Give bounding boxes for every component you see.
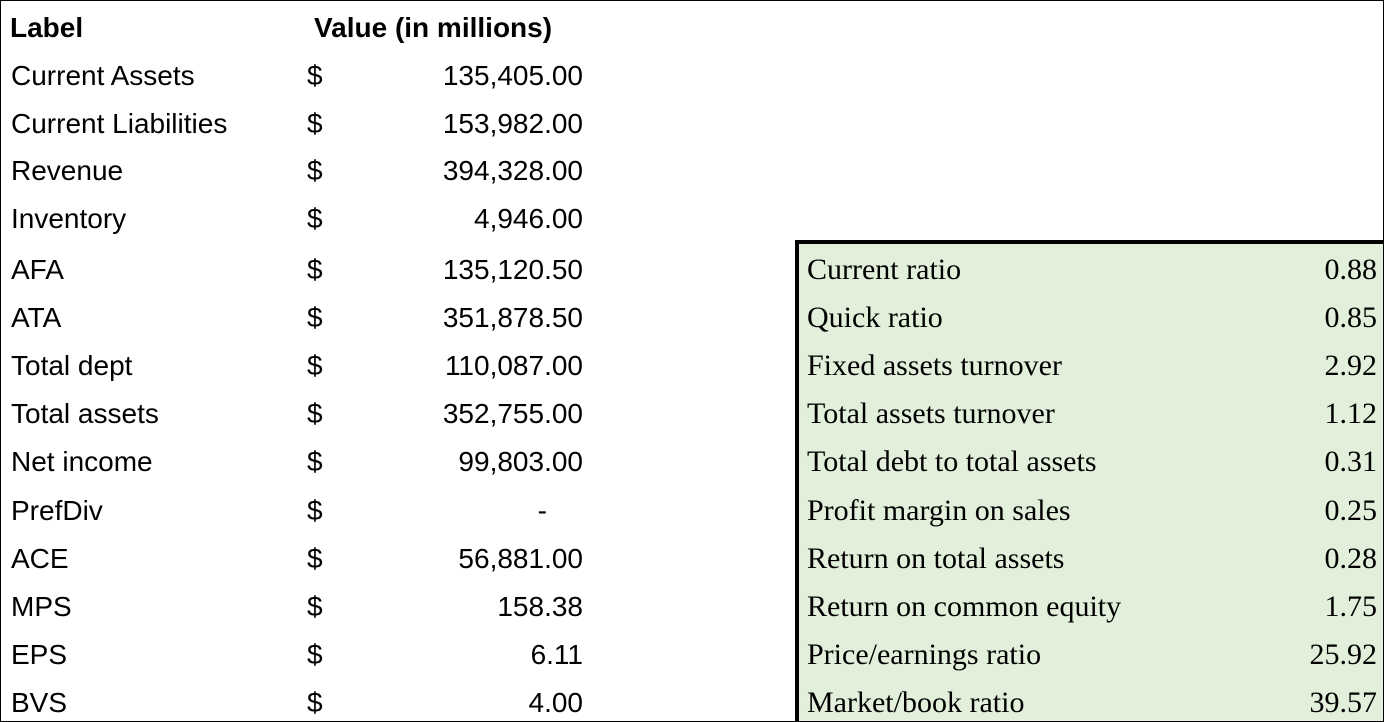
currency: $: [307, 398, 323, 430]
row-label: Current Liabilities: [11, 107, 228, 139]
currency: $: [307, 254, 323, 285]
header-value: Value (in millions): [314, 12, 553, 43]
ratio-label: Current ratio: [807, 253, 962, 286]
ratio-value: 0.25: [1324, 493, 1378, 527]
currency: $: [307, 638, 323, 670]
row-value: 110,087.00: [444, 350, 583, 382]
row-value: 394,328.00: [442, 155, 583, 187]
currency: $: [307, 350, 323, 382]
row-value: 352,755.00: [442, 398, 583, 430]
ratio-value: 0.85: [1324, 301, 1378, 335]
currency: $: [307, 494, 323, 526]
ratio-label: Fixed assets turnover: [807, 349, 1062, 383]
ratio-value: 0.28: [1324, 541, 1378, 575]
row-label: PrefDiv: [11, 494, 103, 526]
row-label: MPS: [11, 590, 72, 622]
currency: $: [307, 302, 323, 334]
row-label: AFA: [11, 254, 64, 285]
row-value: 135,405.00: [442, 60, 583, 91]
ratio-label: Total debt to total assets: [807, 445, 1097, 479]
ratio-label: Market/book ratio: [807, 685, 1025, 719]
row-value: 99,803.00: [458, 446, 583, 478]
ratio-label: Total assets turnover: [807, 397, 1055, 431]
ratio-label: Price/earnings ratio: [807, 637, 1042, 671]
ratio-label: Quick ratio: [807, 301, 943, 335]
row-label: Revenue: [11, 155, 124, 187]
row-label: Total assets: [11, 398, 159, 430]
ratio-label: Return on common equity: [807, 589, 1122, 623]
row-label: BVS: [11, 686, 68, 718]
row-value: 153,982.00: [442, 107, 583, 139]
ratio-value: 0.31: [1324, 445, 1378, 479]
ratio-value: 25.92: [1309, 637, 1378, 671]
currency: $: [307, 542, 323, 574]
ratio-label: Profit margin on sales: [807, 493, 1071, 527]
row-value: -: [537, 494, 547, 526]
row-label: Net income: [11, 446, 153, 478]
ratio-value: 2.92: [1324, 349, 1378, 383]
currency: $: [307, 686, 323, 718]
row-value: 158.38: [497, 590, 583, 622]
ratio-panel: [795, 240, 1383, 721]
currency: $: [307, 107, 323, 139]
row-value: 4,946.00: [474, 203, 583, 235]
row-value: 56,881.00: [458, 542, 583, 574]
header-label: Label: [10, 12, 84, 43]
ratio-value: 1.75: [1324, 589, 1378, 623]
row-label: Inventory: [11, 203, 127, 235]
row-value: 4.00: [528, 686, 584, 718]
row-label: ACE: [11, 542, 69, 574]
row-value: 6.11: [530, 638, 583, 670]
row-label: ATA: [11, 302, 62, 334]
currency: $: [307, 60, 323, 91]
row-value: 135,120.50: [442, 254, 583, 285]
ratio-value: 0.88: [1324, 253, 1378, 286]
currency: $: [307, 446, 323, 478]
currency: $: [307, 590, 323, 622]
row-value: 351,878.50: [442, 302, 583, 334]
row-label: Current Assets: [11, 60, 195, 91]
ratio-value: 39.57: [1309, 685, 1378, 719]
ratio-value: 1.12: [1324, 397, 1378, 431]
row-label: EPS: [11, 638, 68, 670]
currency: $: [307, 203, 323, 235]
ratio-label: Return on total assets: [807, 541, 1065, 575]
row-label: Total dept: [11, 350, 133, 382]
currency: $: [307, 155, 323, 187]
